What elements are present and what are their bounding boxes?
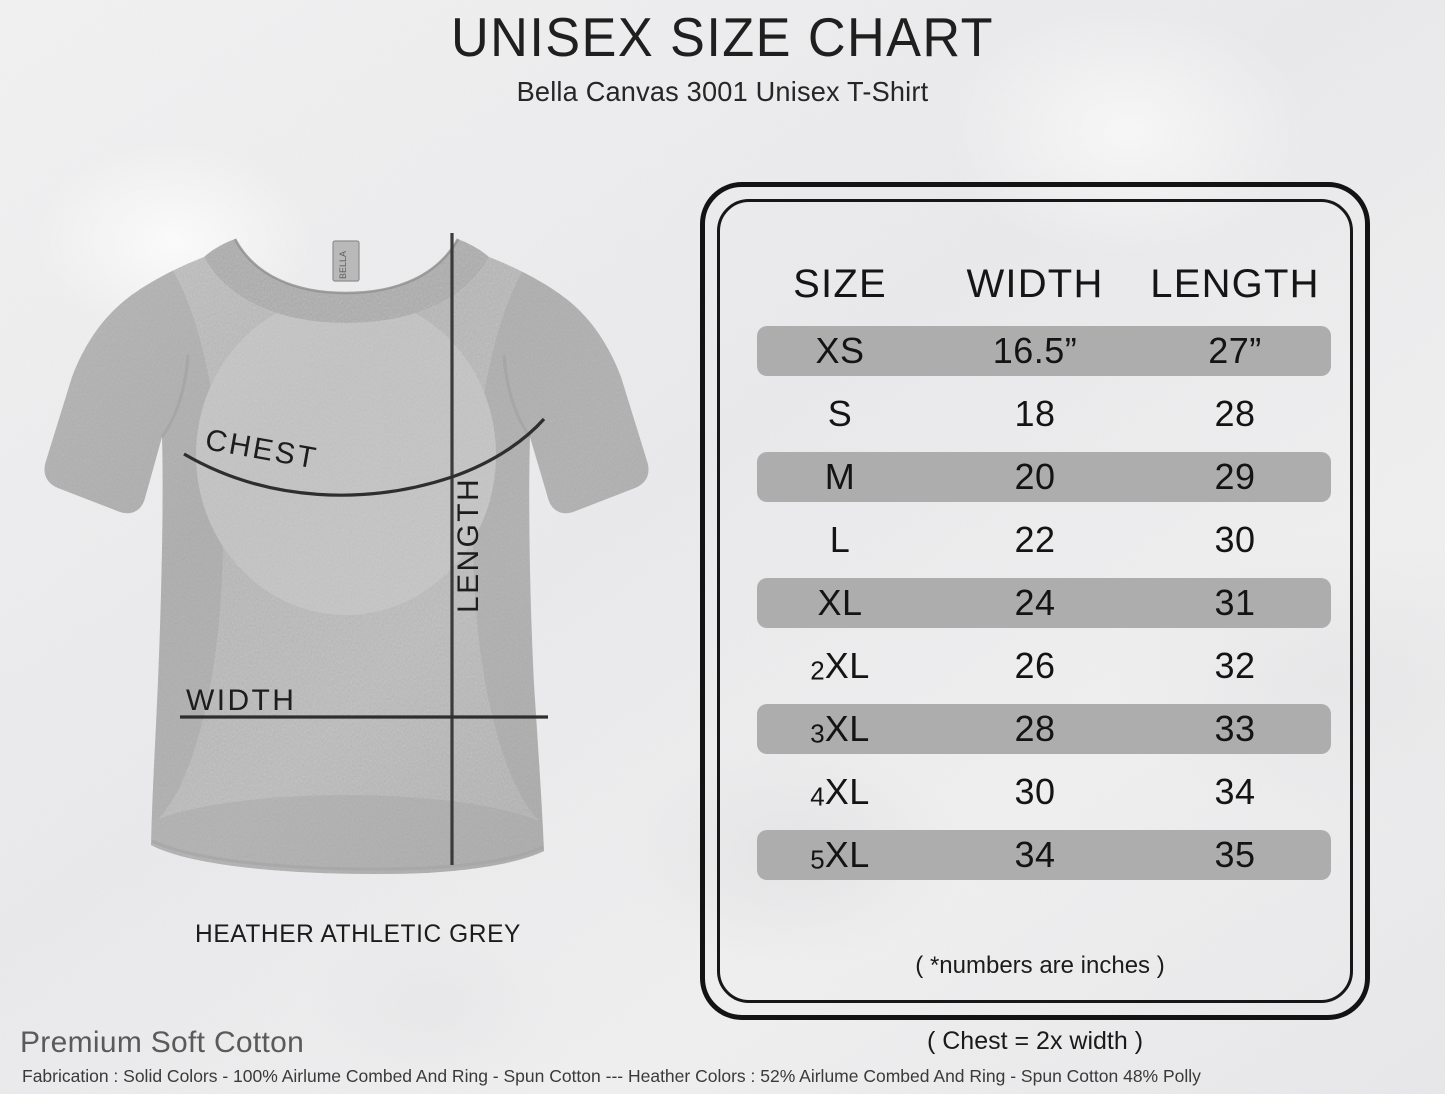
cell-size: XL bbox=[817, 581, 863, 623]
shirt-color-caption: HEATHER ATHLETIC GREY bbox=[195, 920, 521, 948]
column-header-length: LENGTH bbox=[1150, 261, 1320, 306]
cell-width: 16.5” bbox=[992, 329, 1078, 371]
cell-width: 22 bbox=[1014, 518, 1056, 560]
size-table: SIZE WIDTH LENGTH XS 16.5” 27” S 18 28 M 20 29 L 2… bbox=[745, 249, 1335, 886]
fabrication-details: Fabrication : Solid Colors - 100% Airlum… bbox=[22, 1066, 1201, 1086]
width-label: WIDTH bbox=[186, 684, 296, 717]
table-header-row: SIZE WIDTH LENGTH bbox=[745, 249, 1335, 319]
cell-length: 34 bbox=[1214, 770, 1256, 812]
cell-size: 5XL bbox=[810, 833, 870, 875]
column-header-size: SIZE bbox=[793, 261, 887, 306]
table-body: XS 16.5” 27” S 18 28 M 20 29 L 22 30 XL 24 31 2XL 26 32 3X… bbox=[745, 319, 1335, 886]
size-table-frame: SIZE WIDTH LENGTH XS 16.5” 27” S 18 28 M 20 29 L 2… bbox=[700, 182, 1370, 1020]
table-row: S 18 28 bbox=[745, 382, 1335, 445]
cell-size: S bbox=[827, 392, 853, 434]
svg-text:BELLA: BELLA bbox=[338, 251, 348, 279]
length-label: LENGTH bbox=[452, 477, 485, 613]
chest-formula-note: ( Chest = 2x width ) bbox=[926, 1027, 1144, 1055]
premium-cotton-tagline: Premium Soft Cotton bbox=[20, 1026, 305, 1059]
size-table-frame-inner bbox=[717, 199, 1353, 1003]
cell-width: 30 bbox=[1014, 770, 1056, 812]
cell-width: 20 bbox=[1014, 455, 1056, 497]
tshirt-illustration: BELLA CHEST LENGTH WIDTH HEATHER ATHLETI… bbox=[28, 205, 688, 980]
cell-size: L bbox=[829, 518, 851, 560]
cell-length: 31 bbox=[1214, 581, 1256, 623]
chart-header: UNISEX SIZE CHART Bella Canvas 3001 Unis… bbox=[0, 8, 1445, 108]
cell-size: XS bbox=[815, 329, 865, 371]
measurement-guides bbox=[180, 233, 548, 865]
cell-width: 26 bbox=[1014, 644, 1056, 686]
cell-width: 34 bbox=[1014, 833, 1056, 875]
table-row: 4XL 30 34 bbox=[745, 760, 1335, 823]
page-title: UNISEX SIZE CHART bbox=[451, 6, 994, 68]
tshirt-collar bbox=[204, 238, 489, 323]
cell-length: 30 bbox=[1214, 518, 1256, 560]
table-row: 2XL 26 32 bbox=[745, 634, 1335, 697]
cell-size: 4XL bbox=[810, 770, 870, 812]
cell-length: 33 bbox=[1214, 707, 1256, 749]
table-row: XS 16.5” 27” bbox=[745, 319, 1335, 382]
table-row: XL 24 31 bbox=[745, 571, 1335, 634]
cell-size: 2XL bbox=[810, 644, 870, 686]
cell-width: 28 bbox=[1014, 707, 1056, 749]
cell-length: 35 bbox=[1214, 833, 1256, 875]
cell-size: M bbox=[824, 455, 856, 497]
tshirt-svg: BELLA CHEST LENGTH WIDTH bbox=[44, 233, 649, 875]
table-row: 3XL 28 33 bbox=[745, 697, 1335, 760]
cell-length: 29 bbox=[1214, 455, 1256, 497]
table-units-note: ( *numbers are inches ) bbox=[915, 952, 1165, 979]
column-header-width: WIDTH bbox=[966, 261, 1104, 306]
table-row: M 20 29 bbox=[745, 445, 1335, 508]
tshirt-body bbox=[44, 257, 649, 875]
cell-width: 18 bbox=[1014, 392, 1056, 434]
table-row: 5XL 34 35 bbox=[745, 823, 1335, 886]
page-subtitle: Bella Canvas 3001 Unisex T-Shirt bbox=[516, 76, 929, 108]
chest-guide-line bbox=[183, 417, 546, 497]
cell-length: 32 bbox=[1214, 644, 1256, 686]
cell-width: 24 bbox=[1014, 581, 1056, 623]
neck-label-tag: BELLA bbox=[332, 240, 360, 282]
cell-size: 3XL bbox=[810, 707, 870, 749]
table-row: L 22 30 bbox=[745, 508, 1335, 571]
cell-length: 28 bbox=[1214, 392, 1256, 434]
cell-length: 27” bbox=[1208, 329, 1262, 371]
